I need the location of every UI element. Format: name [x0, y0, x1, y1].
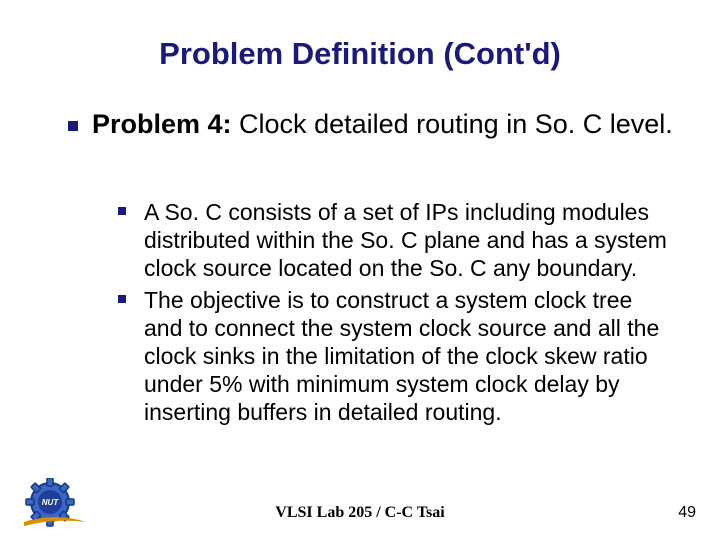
logo-text: NUT — [42, 498, 60, 507]
title-text: Problem Definition (Cont'd) — [159, 36, 561, 71]
logo: NUT — [20, 478, 90, 530]
square-bullet-icon — [118, 295, 126, 303]
sub-bullet-list: A So. C consists of a set of IPs includi… — [118, 198, 674, 430]
square-bullet-icon — [118, 207, 126, 215]
page-number: 49 — [678, 504, 696, 522]
main-bullet-rest: Clock detailed routing in So. C level. — [232, 109, 673, 139]
logo-icon: NUT — [20, 478, 90, 530]
slide: Problem Definition (Cont'd) Problem 4: C… — [0, 0, 720, 540]
footer-text: VLSI Lab 205 / C-C Tsai — [0, 504, 720, 522]
sub-bullet-text: The objective is to construct a system c… — [144, 286, 674, 426]
sub-bullet-text: A So. C consists of a set of IPs includi… — [144, 198, 674, 282]
square-bullet-icon — [68, 121, 78, 131]
list-item: A So. C consists of a set of IPs includi… — [118, 198, 674, 282]
main-bullet: Problem 4: Clock detailed routing in So.… — [68, 108, 680, 142]
slide-title: Problem Definition (Cont'd) — [0, 36, 720, 72]
list-item: The objective is to construct a system c… — [118, 286, 674, 426]
main-bullet-bold: Problem 4: — [92, 109, 232, 139]
